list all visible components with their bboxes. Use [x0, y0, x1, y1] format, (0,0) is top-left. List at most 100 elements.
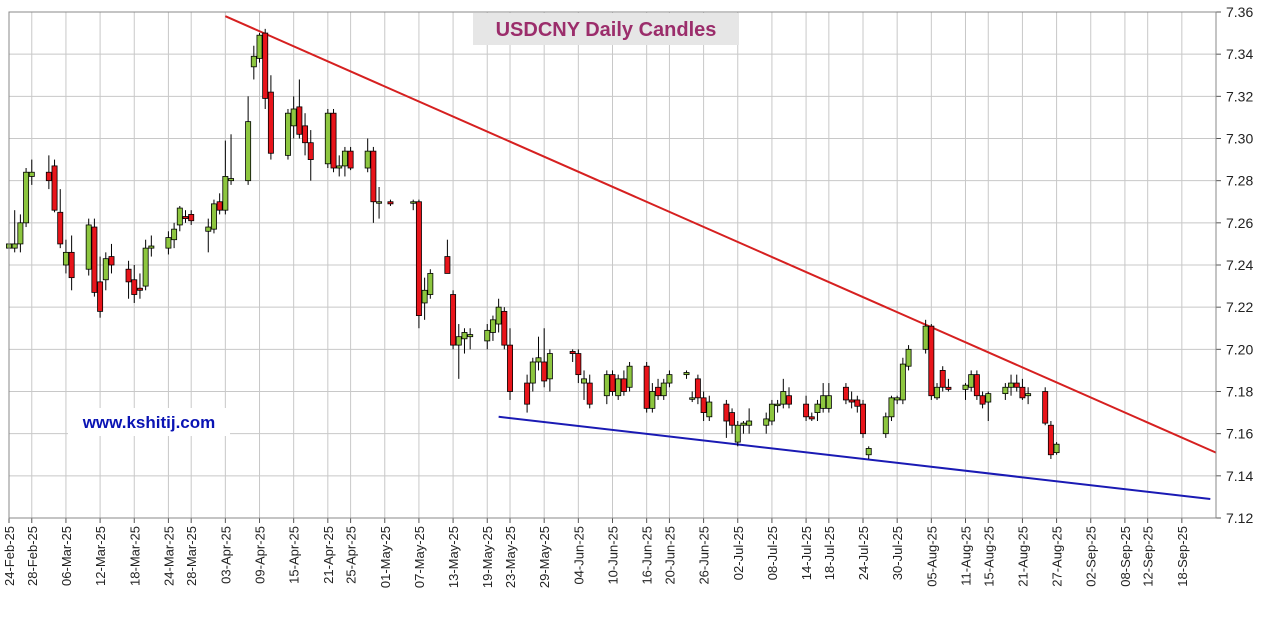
candle [973, 370, 980, 400]
candle [575, 349, 582, 384]
candle [968, 370, 975, 392]
candle-body-up [142, 247, 149, 287]
candle-body-down [108, 256, 115, 266]
candle [250, 45, 257, 80]
x-tick-label: 25-Apr-25 [344, 526, 359, 584]
x-tick-label: 03-Apr-25 [218, 526, 233, 584]
candle-body-up [455, 336, 462, 346]
x-tick-label: 08-Jul-25 [765, 526, 780, 580]
candle [68, 235, 75, 291]
candle-body-up [222, 176, 229, 211]
resistance-trendline [224, 15, 1217, 454]
candle-body-up [11, 243, 18, 249]
candle [694, 374, 701, 405]
x-tick-label: 12-Mar-25 [93, 526, 108, 586]
candle [467, 328, 474, 350]
x-tick-label: 07-May-25 [412, 526, 427, 588]
candle-body-down [57, 211, 64, 245]
candle-body-down [729, 412, 736, 426]
candle [1002, 383, 1009, 400]
candle [489, 315, 496, 341]
candle-body-up [985, 393, 992, 403]
candle [256, 33, 263, 63]
candle [450, 290, 457, 350]
candle-body-down [541, 361, 548, 382]
candle-body-down [803, 403, 810, 418]
x-tick-label: 21-Apr-25 [321, 526, 336, 584]
watermark-background [68, 408, 230, 436]
x-tick-label: 05-Aug-25 [924, 526, 939, 587]
candle [11, 210, 18, 253]
candle-body-up [888, 397, 895, 418]
candle-body-up [581, 378, 587, 384]
candle [894, 395, 901, 405]
x-tick-label: 29-May-25 [537, 526, 552, 588]
candle-body-up [763, 418, 770, 426]
candle-body-down [216, 201, 223, 211]
y-tick-label: 7.36 [1226, 4, 1253, 20]
candle-body-down [854, 399, 861, 407]
y-tick-label: 7.34 [1226, 46, 1253, 62]
candle-body-up [245, 121, 252, 182]
candle [136, 273, 143, 299]
candle-body-up [484, 329, 491, 342]
candle-body-down [808, 416, 815, 420]
candle-body-up [825, 395, 832, 409]
candle [842, 383, 849, 405]
candle-body-up [250, 55, 257, 68]
candle-body-down [1019, 386, 1026, 399]
candle [740, 421, 747, 434]
candle [620, 370, 627, 396]
candle-body-up [228, 178, 235, 182]
candle-body-up [603, 374, 610, 397]
candle-body-up [376, 201, 383, 204]
x-tick-label: 20-Jun-25 [662, 526, 677, 585]
candle [285, 108, 291, 160]
watermark-text: www.kshitij.com [82, 413, 216, 432]
candle-body-up [421, 289, 428, 304]
candle-body-down [501, 310, 508, 346]
candle-body-up [1053, 443, 1060, 454]
candle [1042, 387, 1049, 426]
candle [700, 391, 707, 422]
y-tick-label: 7.24 [1226, 257, 1253, 273]
x-tick-label: 15-Aug-25 [981, 526, 996, 587]
candle [176, 205, 183, 232]
candle-body-down [575, 353, 582, 376]
candle [296, 79, 303, 139]
candle [689, 391, 696, 403]
candle-body-down [125, 268, 132, 283]
candle [615, 374, 622, 400]
x-tick-label: 09-Apr-25 [253, 526, 268, 584]
candle [529, 357, 536, 392]
candle [609, 370, 616, 396]
candle [1008, 374, 1014, 396]
candle [928, 324, 935, 400]
x-tick-label: 02-Jul-25 [731, 526, 746, 580]
x-tick-label: 23-May-25 [503, 526, 518, 588]
candle-body-up [968, 374, 975, 388]
candle-body-down [1013, 382, 1020, 388]
candle [780, 378, 787, 409]
candle [655, 378, 662, 400]
candle-body-up [205, 226, 212, 232]
candle-body-up [706, 401, 713, 418]
candle-body-down [97, 281, 104, 312]
candle [102, 252, 109, 291]
candle [302, 113, 309, 156]
candle [660, 378, 667, 400]
candle-body-down [609, 374, 616, 392]
candle [427, 269, 434, 299]
support-trendline [498, 415, 1211, 501]
candle [421, 277, 428, 320]
candle-body-up [820, 395, 827, 409]
candle-body-down [507, 344, 513, 392]
candle [643, 361, 650, 413]
candle-body-down [347, 150, 354, 169]
candle-body-down [370, 150, 377, 203]
candle [51, 159, 58, 213]
candle [85, 218, 92, 276]
y-tick-label: 7.32 [1226, 88, 1253, 104]
candle [820, 383, 827, 413]
